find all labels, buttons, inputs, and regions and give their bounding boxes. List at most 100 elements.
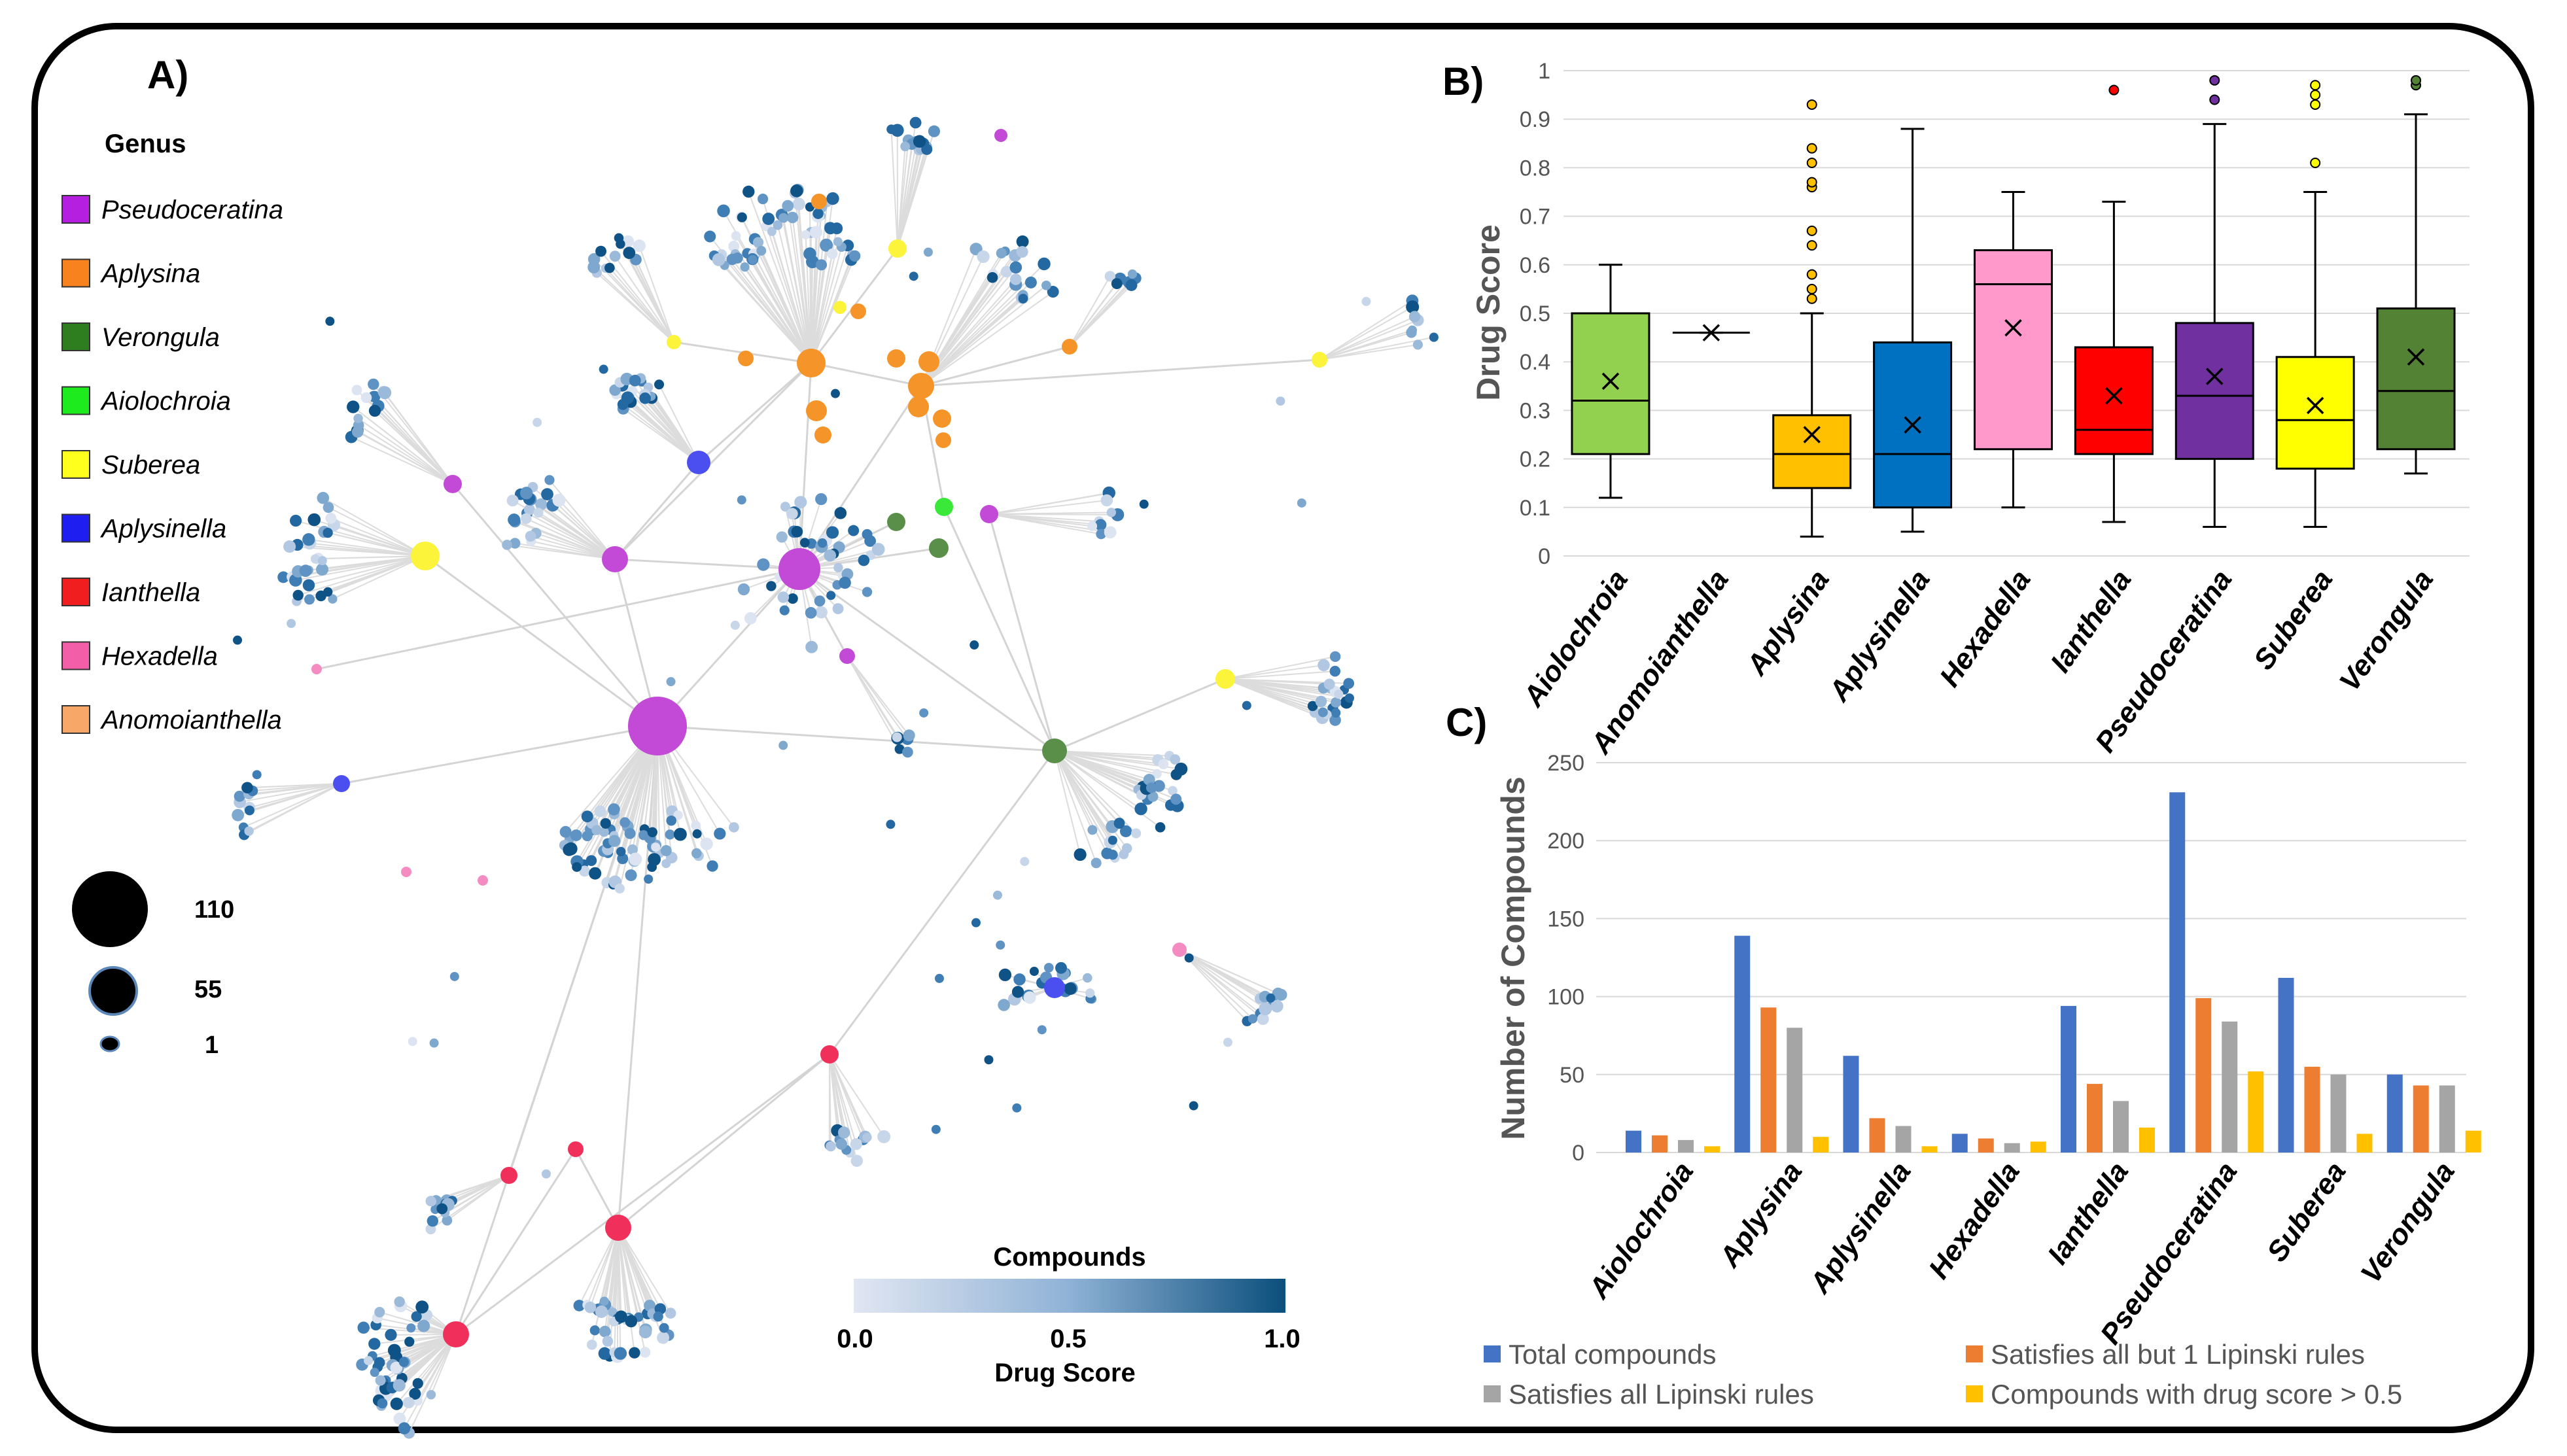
compound-node — [1147, 791, 1159, 802]
genus-node-suberea — [1215, 669, 1235, 689]
network-edge — [618, 1227, 648, 1314]
network-edge — [558, 500, 616, 560]
network-edge — [298, 555, 426, 596]
compound-node — [1272, 987, 1284, 1000]
network-edge — [358, 425, 453, 485]
compound-node — [1408, 311, 1421, 322]
compound-node — [660, 844, 672, 856]
compound-node — [1087, 825, 1098, 835]
network-edge — [698, 362, 812, 464]
barchart-x-label: Ianthella — [2042, 1156, 2135, 1270]
compound-node — [850, 1154, 864, 1167]
network-edge — [1054, 750, 1113, 856]
compound-node — [794, 496, 807, 509]
genus-label-ianthella: Ianthella — [101, 578, 200, 607]
compound-node — [1119, 849, 1129, 859]
compound-node — [661, 859, 671, 869]
bar-aiolochroia-series-2 — [1678, 1139, 1694, 1153]
network-edge — [1179, 949, 1264, 1020]
compound-node — [1041, 280, 1051, 290]
network-edge — [614, 1227, 619, 1353]
genus-node-pseudoceratina — [778, 548, 820, 590]
genus-node-hexadella — [478, 875, 488, 886]
box-outlier — [2209, 75, 2220, 86]
compound-node — [436, 1203, 448, 1215]
compound-node — [406, 1323, 416, 1333]
genus-node-verongula — [887, 513, 905, 531]
compound-node — [283, 540, 296, 553]
size-legend: 110 55 1 — [72, 871, 234, 1059]
genus-node-aplysina — [1062, 339, 1077, 355]
compound-node — [625, 1315, 638, 1328]
compound-node — [357, 1321, 370, 1334]
compound-node — [969, 640, 979, 650]
compound-node — [427, 1215, 439, 1227]
network-edge — [1054, 750, 1093, 831]
bar-legend-label: Total compounds — [1509, 1339, 1717, 1370]
drug-score-colorbar: Compounds 0.0 0.5 1.0 Drug Score — [837, 1243, 1301, 1387]
compound-node — [290, 514, 302, 527]
barchart-y-axis-title: Number of Compounds — [1495, 776, 1531, 1140]
compound-node — [1125, 279, 1138, 291]
compound-node — [832, 603, 844, 615]
network-edge — [341, 725, 658, 785]
compound-node — [1406, 327, 1417, 338]
network-edge — [988, 511, 1111, 515]
compound-node — [351, 426, 364, 438]
compound-node — [752, 237, 764, 248]
network-edge — [530, 535, 616, 560]
compound-node — [585, 855, 597, 866]
compound-node — [778, 740, 788, 750]
compound-node — [850, 1138, 862, 1151]
network-edge — [943, 506, 1056, 752]
compound-node — [778, 213, 789, 223]
barchart-legend: Total compounds Satisfies all but 1 Lipin… — [1484, 1339, 2402, 1410]
genus-label-aiolochroia: Aiolochroia — [100, 387, 231, 416]
compound-node — [573, 1300, 585, 1311]
network-edge — [920, 298, 1024, 387]
network-edge — [627, 397, 699, 463]
compound-node — [1170, 754, 1181, 765]
network-edge — [847, 655, 898, 738]
network-edge — [589, 1227, 619, 1308]
box-outlier — [2310, 99, 2321, 110]
boxplot-y-tick: 0.5 — [1520, 302, 1550, 326]
bar-ianthella-series-1 — [2087, 1084, 2103, 1153]
network-edge — [609, 267, 674, 343]
compound-node — [1047, 286, 1059, 298]
compound-node — [629, 852, 642, 866]
compound-node — [244, 826, 254, 836]
genus-label-suberea: Suberea — [101, 451, 200, 479]
compound-node — [737, 212, 747, 222]
box-outlier — [1806, 157, 1817, 168]
network-edge — [1225, 664, 1324, 680]
network-edge — [1319, 319, 1418, 360]
compound-node — [647, 827, 657, 837]
network-edge — [357, 417, 453, 485]
compound-node — [564, 842, 578, 856]
box-mean-marker — [1601, 372, 1620, 390]
compound-node — [390, 1397, 403, 1410]
network-edge — [988, 492, 1109, 515]
compound-node — [582, 830, 593, 842]
compound-node — [862, 1132, 872, 1142]
colorbar-label: Drug Score — [994, 1359, 1136, 1387]
compound-node — [644, 875, 654, 884]
barchart-bars — [1626, 792, 2481, 1153]
network-edge — [315, 555, 426, 560]
network-edge — [353, 406, 453, 485]
compound-node — [1094, 519, 1107, 531]
network-edge — [455, 1053, 830, 1336]
compound-node — [302, 579, 315, 591]
compound-node — [903, 729, 915, 742]
size-label-large: 110 — [194, 896, 234, 924]
compound-node — [838, 1126, 850, 1139]
compound-node — [1323, 678, 1335, 690]
network-edge — [897, 149, 928, 249]
compound-node — [523, 504, 535, 515]
compound-node — [673, 810, 683, 820]
compound-node — [375, 1375, 386, 1386]
compound-node — [541, 1169, 551, 1179]
box-mean-marker — [2206, 368, 2224, 385]
genus-node-pseudoceratina — [839, 648, 855, 664]
